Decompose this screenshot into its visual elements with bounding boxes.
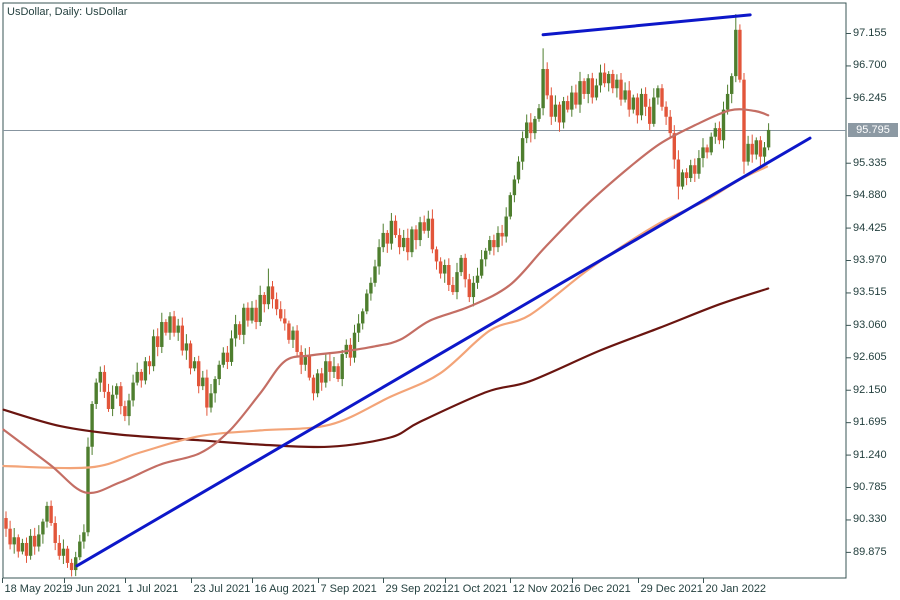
time-axis-label: 20 Jan 2022 [705, 583, 767, 595]
candlesticks [4, 14, 771, 577]
price-axis-label: 91.695 [853, 416, 887, 429]
chart-title: UsDollar, Daily: UsDollar [7, 6, 128, 18]
time-axis-label: 29 Dec 2021 [640, 583, 703, 595]
price-axis-label: 92.150 [853, 383, 887, 396]
time-axis-label: 7 Sep 2021 [320, 583, 377, 595]
support-trendline[interactable] [75, 136, 812, 568]
price-axis-label: 92.605 [853, 351, 887, 364]
time-axis-label: 9 Jun 2021 [66, 583, 121, 595]
price-axis-label: 94.880 [853, 189, 887, 202]
time-axis-label: 18 May 2021 [4, 583, 69, 595]
current-price-label: 95.795 [848, 123, 898, 137]
time-axis-label: 21 Oct 2021 [447, 583, 508, 595]
time-axis-label: 12 Nov 2021 [512, 583, 575, 595]
price-axis-label: 94.425 [853, 221, 887, 234]
ma-fast-rose [2, 108, 770, 495]
time-axis-label: 6 Dec 2021 [574, 583, 631, 595]
price-axis-label: 93.970 [853, 254, 887, 266]
time-axis-label: 23 Jul 2021 [193, 583, 251, 595]
price-axis-label: 95.335 [853, 156, 887, 169]
plot-frame [2, 2, 847, 579]
price-axis-label: 90.785 [853, 481, 887, 494]
price-axis-label: 97.155 [853, 27, 887, 39]
price-axis-label: 93.515 [853, 286, 887, 299]
time-axis-label: 29 Sep 2021 [385, 583, 448, 595]
time-axis-label: 16 Aug 2021 [254, 583, 317, 595]
price-axis-label: 90.330 [853, 513, 887, 526]
price-axis-label: 96.245 [853, 91, 887, 104]
price-axis-label: 91.240 [853, 448, 887, 461]
price-axis-label: 93.060 [853, 318, 887, 331]
price-axis-label: 96.700 [853, 59, 887, 72]
time-axis-label: 1 Jul 2021 [127, 583, 179, 595]
resistance-trendline[interactable] [541, 13, 752, 37]
price-axis-label: 89.875 [853, 545, 887, 558]
ma-slow-maroon [2, 287, 770, 449]
